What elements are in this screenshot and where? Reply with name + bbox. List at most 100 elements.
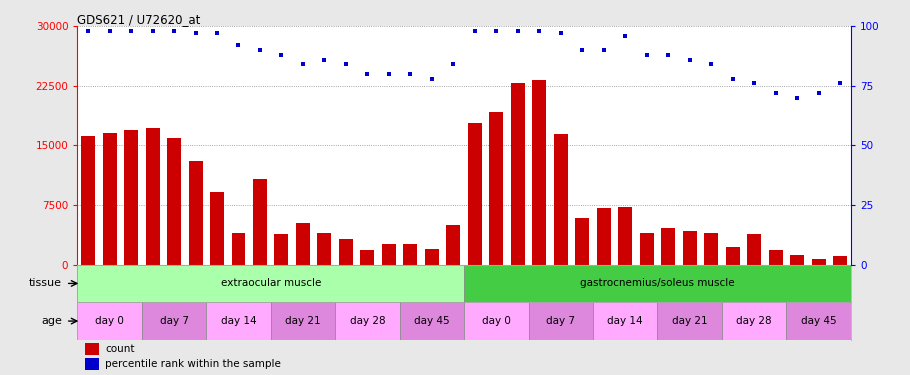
Bar — [335, 302, 399, 340]
Bar — [662, 228, 675, 265]
Bar — [575, 218, 590, 265]
Point — [511, 28, 525, 34]
Point — [339, 62, 353, 68]
Bar — [77, 265, 464, 302]
Bar — [812, 259, 825, 265]
Text: GDS621 / U72620_at: GDS621 / U72620_at — [77, 13, 201, 26]
Text: day 45: day 45 — [801, 316, 836, 326]
Point — [274, 52, 288, 58]
Bar — [704, 233, 718, 265]
Bar — [468, 123, 481, 265]
Text: day 21: day 21 — [672, 316, 707, 326]
Point — [468, 28, 482, 34]
Point — [146, 28, 160, 34]
Bar — [403, 244, 418, 265]
Text: day 0: day 0 — [482, 316, 511, 326]
Text: count: count — [106, 344, 135, 354]
Bar — [142, 302, 207, 340]
Bar — [77, 302, 142, 340]
Bar — [722, 302, 786, 340]
Bar — [382, 244, 396, 265]
Text: day 14: day 14 — [221, 316, 257, 326]
Bar — [593, 302, 657, 340]
Bar — [103, 133, 116, 265]
Point — [167, 28, 181, 34]
Point — [596, 47, 611, 53]
Text: day 28: day 28 — [736, 316, 772, 326]
Bar — [275, 234, 288, 265]
Bar — [81, 136, 95, 265]
Point — [575, 47, 590, 53]
Bar — [790, 255, 804, 265]
Bar — [167, 138, 181, 265]
Text: age: age — [41, 316, 62, 326]
Bar — [532, 80, 546, 265]
Text: day 0: day 0 — [96, 316, 124, 326]
Point — [790, 95, 804, 101]
Bar — [360, 249, 374, 265]
Bar — [425, 249, 439, 265]
Point — [124, 28, 138, 34]
Text: day 21: day 21 — [285, 316, 320, 326]
Text: day 7: day 7 — [159, 316, 188, 326]
Bar — [447, 225, 460, 265]
Bar — [207, 302, 271, 340]
Bar — [834, 256, 847, 265]
Point — [747, 81, 762, 87]
Point — [425, 76, 440, 82]
Bar — [86, 343, 99, 355]
Bar — [399, 302, 464, 340]
Bar — [725, 247, 740, 265]
Text: tissue: tissue — [29, 278, 62, 288]
Text: day 14: day 14 — [608, 316, 643, 326]
Bar — [464, 302, 529, 340]
Bar — [231, 233, 246, 265]
Point — [446, 62, 460, 68]
Point — [360, 71, 375, 77]
Point — [618, 33, 632, 39]
Bar — [657, 302, 722, 340]
Bar — [618, 207, 632, 265]
Point — [81, 28, 96, 34]
Point — [725, 76, 740, 82]
Point — [812, 90, 826, 96]
Bar — [86, 358, 99, 370]
Text: percentile rank within the sample: percentile rank within the sample — [106, 359, 281, 369]
Bar — [640, 233, 653, 265]
Point — [188, 30, 203, 36]
Bar — [188, 161, 203, 265]
Bar — [529, 302, 593, 340]
Bar — [769, 250, 783, 265]
Point — [640, 52, 654, 58]
Bar — [682, 231, 697, 265]
Point — [296, 62, 310, 68]
Bar — [124, 129, 138, 265]
Text: day 28: day 28 — [349, 316, 385, 326]
Point — [253, 47, 268, 53]
Bar — [253, 179, 267, 265]
Text: day 45: day 45 — [414, 316, 450, 326]
Point — [833, 81, 847, 87]
Point — [661, 52, 675, 58]
Text: gastrocnemius/soleus muscle: gastrocnemius/soleus muscle — [581, 278, 734, 288]
Bar — [554, 134, 568, 265]
Point — [318, 57, 332, 63]
Point — [682, 57, 697, 63]
Point — [403, 71, 418, 77]
Point — [489, 28, 503, 34]
Text: extraocular muscle: extraocular muscle — [220, 278, 321, 288]
Bar — [786, 302, 851, 340]
Bar — [210, 192, 224, 265]
Point — [231, 42, 246, 48]
Point — [381, 71, 396, 77]
Bar — [271, 302, 335, 340]
Point — [532, 28, 547, 34]
Point — [102, 28, 116, 34]
Point — [553, 30, 568, 36]
Bar — [490, 112, 503, 265]
Bar — [597, 208, 611, 265]
Bar — [296, 222, 310, 265]
Point — [704, 62, 719, 68]
Bar — [747, 234, 761, 265]
Bar — [464, 265, 851, 302]
